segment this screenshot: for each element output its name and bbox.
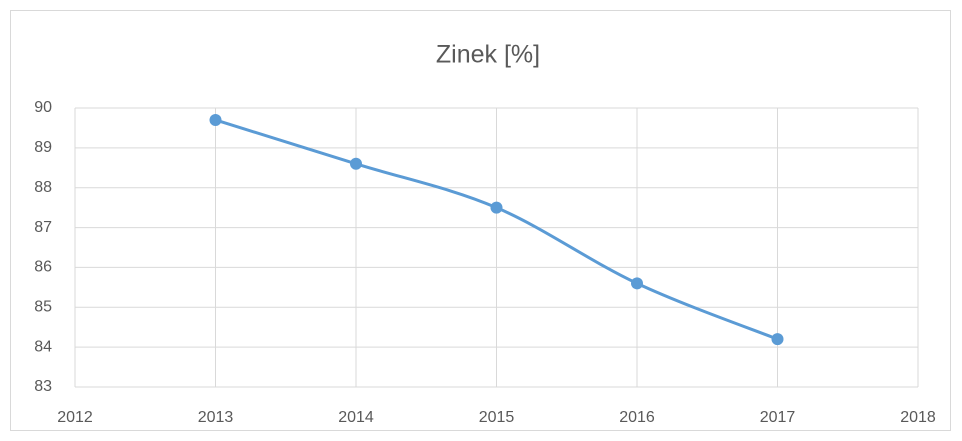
y-tick-label: 85 — [34, 299, 52, 316]
y-tick-label: 83 — [34, 378, 52, 395]
marker — [490, 201, 503, 214]
y-tick-label: 90 — [34, 99, 52, 116]
x-tick-label: 2012 — [57, 409, 93, 426]
marker — [209, 113, 222, 126]
x-tick-label: 2014 — [338, 409, 374, 426]
y-tick-label: 84 — [34, 338, 52, 355]
y-tick-label: 89 — [34, 139, 52, 156]
x-tick-label: 2013 — [198, 409, 234, 426]
y-tick-label: 87 — [34, 219, 52, 236]
y-tick-label: 88 — [34, 179, 52, 196]
marker — [771, 333, 784, 346]
chart-border — [10, 10, 951, 431]
chart-title: Zinek [%] — [436, 41, 540, 69]
x-tick-label: 2018 — [900, 409, 936, 426]
x-tick-label: 2016 — [619, 409, 655, 426]
x-tick-label: 2015 — [479, 409, 515, 426]
x-tick-label: 2017 — [760, 409, 796, 426]
marker — [350, 157, 362, 170]
marker — [631, 277, 643, 290]
y-tick-label: 86 — [34, 259, 52, 276]
